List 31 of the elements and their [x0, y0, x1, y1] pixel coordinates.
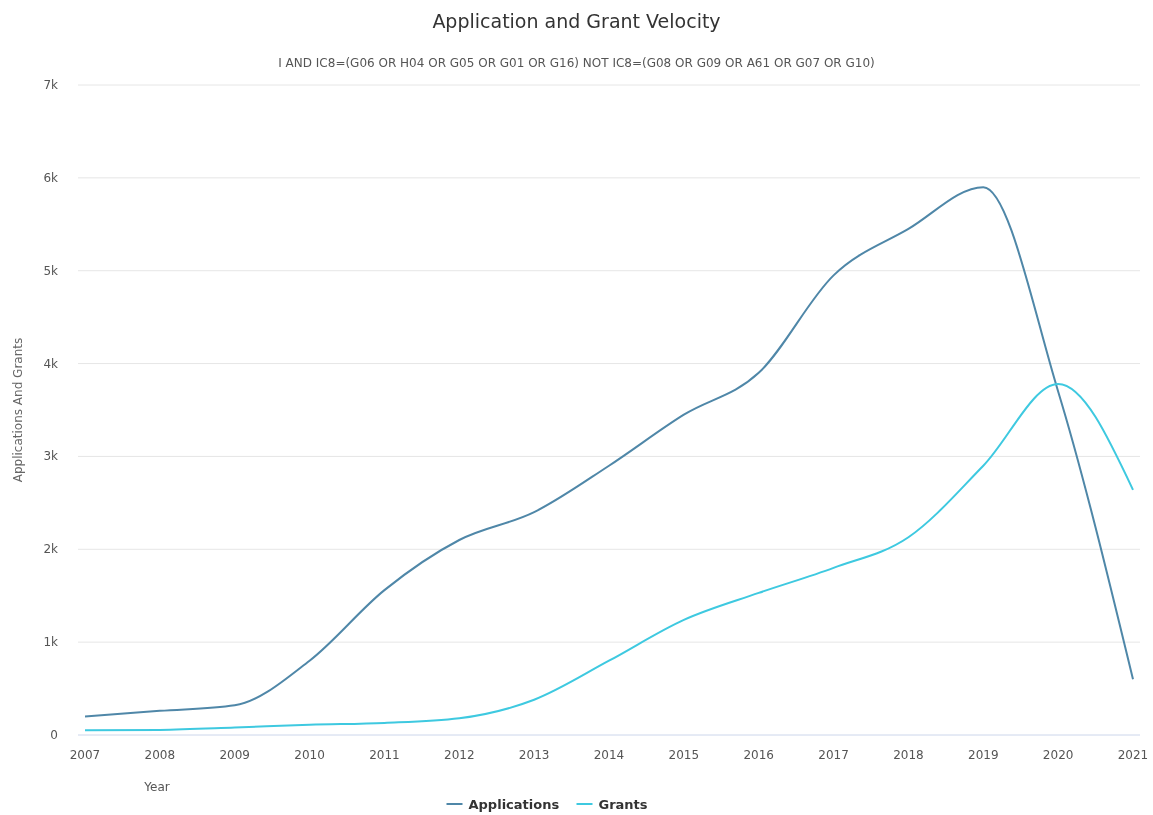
- x-tick-label: 2007: [69, 748, 101, 762]
- y-tick-label: 2k: [43, 542, 59, 557]
- x-tick-label: 2011: [369, 748, 400, 762]
- x-tick-label: 2018: [893, 748, 924, 762]
- x-tick-label: 2021: [1117, 748, 1149, 762]
- y-tick-label: 1k: [43, 635, 59, 650]
- y-tick-label: 4k: [43, 356, 59, 371]
- chart-title: Application and Grant Velocity: [432, 10, 721, 32]
- y-tick-label: 3k: [43, 449, 59, 464]
- y-tick-label: 5k: [43, 263, 59, 278]
- x-tick-label: 2019: [968, 748, 999, 762]
- x-tick-label: 2010: [294, 748, 325, 762]
- x-tick-label: 2014: [593, 748, 625, 762]
- x-tick-label: 2020: [1042, 748, 1074, 762]
- x-tick-label: 2013: [518, 748, 550, 762]
- y-tick-label: 0: [50, 728, 58, 742]
- x-tick-label: 2016: [743, 748, 774, 762]
- x-tick-label: 2009: [219, 748, 250, 762]
- legend-label: Grants: [598, 797, 648, 812]
- x-axis-title: Year: [143, 780, 170, 794]
- line-series: [84, 383, 1134, 732]
- x-tick-label: 2015: [668, 748, 700, 762]
- y-tick-label: 6k: [43, 170, 59, 185]
- x-tick-label: 2012: [444, 748, 475, 762]
- chart-subtitle: I AND IC8=(G06 OR H04 OR G05 OR G01 OR G16) NOT IC8=(G08 OR G09 OR A61 OR G07 OR G10): [278, 56, 875, 70]
- y-tick-label: 7k: [43, 78, 59, 92]
- legend-label: Applications: [468, 797, 560, 812]
- x-tick-label: 2017: [818, 748, 849, 762]
- line-series: [84, 186, 1134, 718]
- y-axis-title: Applications And Grants: [11, 337, 25, 483]
- x-tick-label: 2008: [144, 748, 176, 762]
